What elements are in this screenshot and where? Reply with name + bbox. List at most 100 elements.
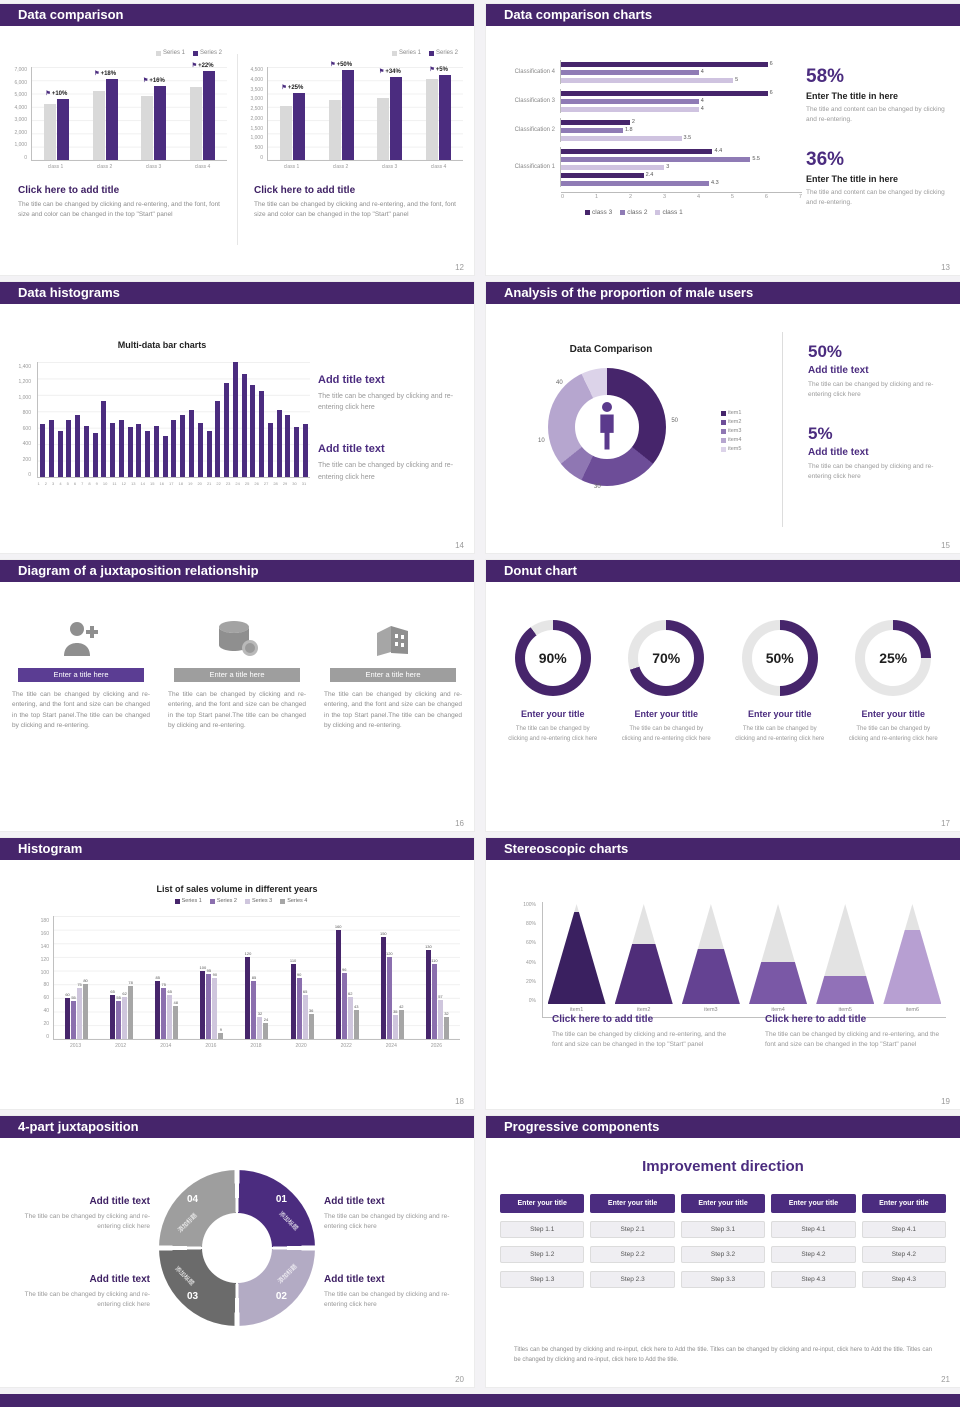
category-label: Classification 1: [514, 164, 555, 170]
value-label: 4.3: [711, 180, 719, 186]
page-number: 21: [941, 1375, 950, 1384]
x-axis: class 1 class 2 class 3 class 4: [267, 164, 463, 173]
cone-item: item1: [547, 904, 606, 1017]
growth-value: +34%: [385, 69, 401, 76]
column-header-button[interactable]: Enter your title: [680, 1194, 766, 1213]
x-axis: class 1 class 2 class 3 class 4: [31, 164, 227, 173]
title-placeholder-button[interactable]: Enter a title here: [174, 668, 300, 682]
x-label: 22: [216, 481, 221, 486]
slide-progressive-components[interactable]: Progressive components Improvement direc…: [486, 1116, 960, 1387]
step-button[interactable]: Step 4.2: [861, 1246, 947, 1263]
legend-item: class 1: [655, 209, 683, 216]
y-tick: 1,000: [250, 135, 263, 142]
bar-wrap: 90: [212, 916, 218, 1039]
step-button[interactable]: Step 1.3: [500, 1271, 585, 1288]
bar: [263, 1022, 269, 1039]
cone-item: item4: [749, 904, 808, 1017]
bar-wrap: 57: [437, 916, 443, 1039]
step-button[interactable]: Step 3.2: [680, 1246, 766, 1263]
growth-label: ⚑+22%: [192, 62, 214, 69]
column-header-button[interactable]: Enter your title: [500, 1194, 585, 1213]
stat-body: The title and content can be changed by …: [806, 189, 945, 207]
value-label: 6: [769, 90, 773, 96]
bar: [561, 180, 710, 186]
column-header-button[interactable]: Enter your title: [771, 1194, 856, 1213]
bar: [215, 400, 221, 477]
bar-group: 60 55 75 80: [65, 916, 89, 1039]
value-label: 5: [735, 77, 739, 83]
step-button[interactable]: Step 3.3: [680, 1271, 766, 1288]
slide-stereoscopic-charts[interactable]: Stereoscopic charts 100% 80% 60% 40% 20% 0% i…: [486, 838, 960, 1109]
axis-tick: 80%: [525, 921, 536, 928]
bar-wrap: 65: [167, 916, 173, 1039]
bar-group: 150 120 35 42: [380, 916, 404, 1039]
slide-male-users-proportion[interactable]: Analysis of the proportion of male users…: [486, 282, 960, 553]
x-label: class 3: [381, 164, 398, 170]
page-number: 13: [941, 263, 950, 272]
x-label: 27: [263, 481, 269, 486]
slide-data-histograms[interactable]: Data histograms Multi-data bar charts 1,4…: [0, 282, 474, 553]
bar: [245, 957, 251, 1039]
step-button[interactable]: Step 4.3: [861, 1271, 947, 1288]
step-button[interactable]: Step 2.2: [590, 1246, 675, 1263]
category-label: Classification 4: [514, 69, 555, 75]
legend-item: Series 1: [391, 50, 421, 56]
column-header-button[interactable]: Enter your title: [590, 1194, 675, 1213]
value-label: 2.4: [645, 172, 654, 178]
x-label: 25: [244, 481, 250, 486]
bar: [443, 1017, 449, 1039]
bar-group: 100 95 90 9: [200, 916, 224, 1039]
step-button[interactable]: Step 4.2: [771, 1246, 856, 1263]
slide-data-comparison-charts[interactable]: Data comparison charts Classification 4 6…: [486, 4, 960, 275]
bar: [65, 998, 71, 1039]
x-label: 31: [301, 481, 307, 486]
bar-group: ⚑+22%: [190, 63, 216, 160]
column-header-button[interactable]: Enter your title: [861, 1194, 947, 1213]
slide-juxtaposition-diagram[interactable]: Diagram of a juxtaposition relationship …: [0, 560, 474, 831]
y-tick: 140: [40, 943, 49, 950]
title-placeholder-button[interactable]: Enter a title here: [330, 668, 456, 682]
bar-group: ⚑+50%: [328, 62, 354, 160]
slide-donut-chart[interactable]: Donut chart 90% Enter your title The title…: [486, 560, 960, 831]
x-label: item5: [838, 1007, 852, 1013]
step-button[interactable]: Step 2.1: [590, 1221, 675, 1238]
bars: 6 4 5: [560, 60, 802, 84]
comparison-block-right: Series 1 Series 2 4,500 4,000 3,500 3,000 2,50…: [244, 50, 466, 220]
bar: [561, 98, 699, 104]
bar-series2: [203, 71, 216, 160]
step-button[interactable]: Step 1.1: [500, 1221, 585, 1238]
bar-series2: [390, 77, 403, 160]
text-block: Click here to add title The title can be…: [552, 1014, 729, 1051]
bar: [267, 422, 273, 477]
bar-wrap: 85: [251, 916, 257, 1039]
x-label: 13: [131, 481, 136, 486]
slide-histogram[interactable]: Histogram List of sales volume in differ…: [0, 838, 474, 1109]
value-label: 55: [116, 995, 121, 1001]
value-label: 85: [251, 974, 257, 980]
title-placeholder-button[interactable]: Enter a title here: [18, 668, 144, 682]
block-body: The title can be changed by clicking and…: [18, 201, 220, 219]
step-button[interactable]: Step 4.1: [771, 1221, 856, 1238]
legend-swatch: [155, 50, 161, 56]
step-button[interactable]: Step 3.1: [680, 1221, 766, 1238]
donut-body: The title can be changed by clicking and…: [621, 726, 711, 742]
step-button[interactable]: Step 1.2: [500, 1246, 585, 1263]
bar: [392, 1015, 398, 1039]
chart-rows: Classification 4 6 4 5 Classification 3 6 4 4 Cl…: [502, 60, 802, 187]
step-button[interactable]: Step 4.1: [861, 1221, 947, 1238]
slide-4-part-juxtaposition[interactable]: 4-part juxtaposition 01 添加标题 02 添加标题 03 添加标题 0…: [0, 1116, 474, 1387]
bar-group: ⚑+16%: [141, 67, 167, 160]
bar-line: 5.5: [561, 156, 802, 162]
value-label: 24: [263, 1016, 269, 1022]
plot-area: [37, 362, 310, 478]
slide-data-comparison[interactable]: Data comparison Series 1 Series 2 7,000 6,0…: [0, 4, 474, 275]
bar: [386, 957, 392, 1039]
step-button[interactable]: Step 2.3: [590, 1271, 675, 1288]
bars: 4.4 5.5 3 2.4 4.3: [560, 147, 802, 187]
x-label: item1: [569, 1007, 584, 1013]
value-label: 3.5: [683, 135, 692, 141]
axis-tick: 0%: [528, 997, 536, 1004]
step-button[interactable]: Step 4.3: [771, 1271, 856, 1288]
chart-title: List of sales volume in different years: [156, 884, 318, 894]
